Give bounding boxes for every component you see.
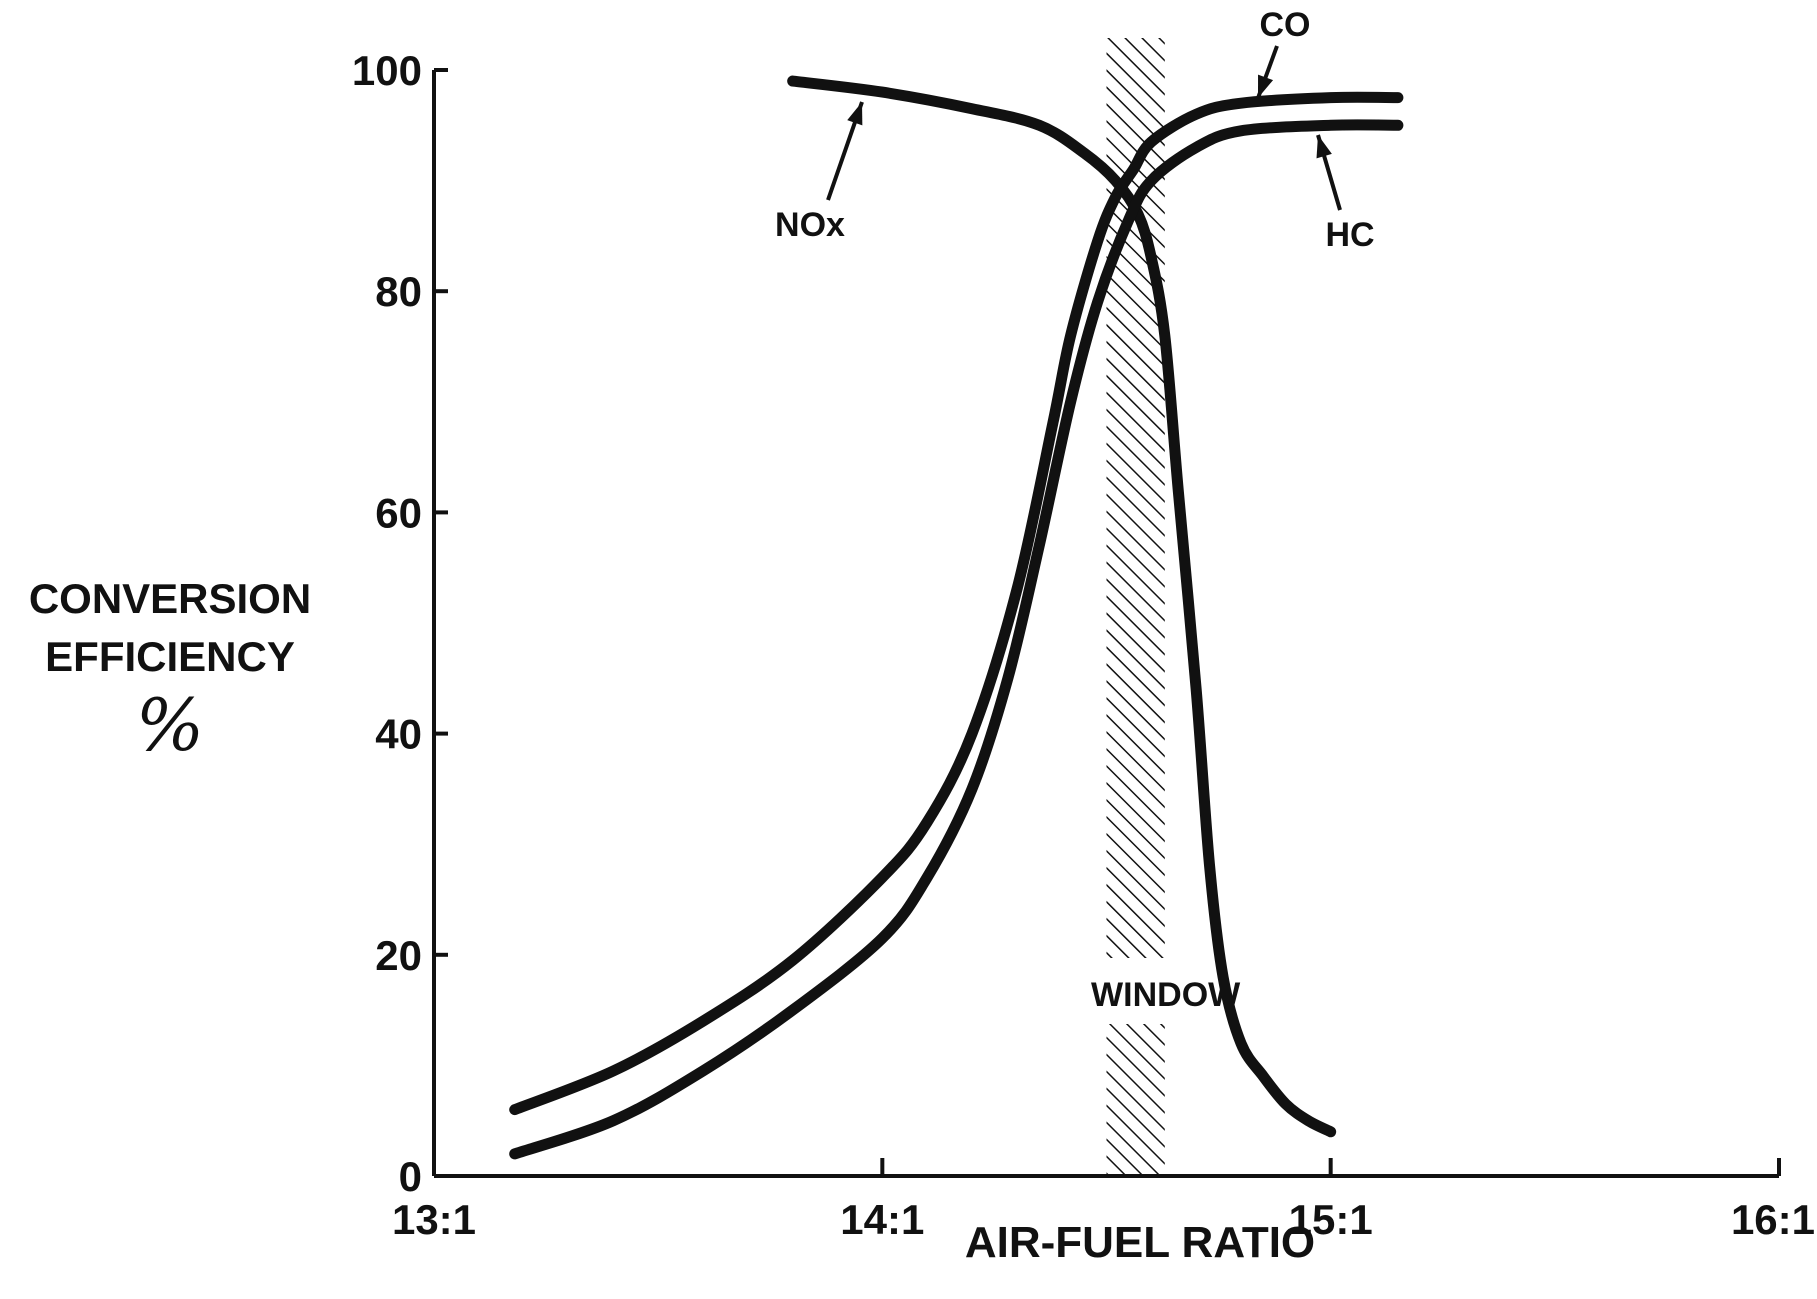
window-label-bg [1098, 958, 1227, 1024]
series-lines [509, 75, 1404, 1160]
tick-marks: 0 20 40 60 80 100 13:1 14:1 15:1 16:1 [352, 47, 1815, 1243]
window-band: WINDOW [1091, 38, 1241, 1176]
callout-label-hc: HC [1325, 216, 1374, 254]
x-tick-label: 15:1 [1289, 1196, 1373, 1243]
x-tick-label: 16:1 [1731, 1196, 1815, 1243]
window-label: WINDOW [1091, 976, 1241, 1014]
series-line-co [509, 91, 1404, 1116]
callout-arrowhead [1316, 135, 1332, 159]
y-axis-label-unit: % [135, 683, 205, 767]
series-line-hc [509, 119, 1404, 1160]
callouts: NOx CO HC [775, 6, 1375, 254]
y-axis-label-line-2: EFFICIENCY [45, 633, 295, 680]
y-tick-label: 20 [375, 932, 422, 979]
series-line-nox [787, 75, 1337, 1138]
x-tick-label: 13:1 [392, 1196, 476, 1243]
x-axis-label: AIR-FUEL RATIO [964, 1218, 1316, 1267]
y-tick-label: 80 [375, 268, 422, 315]
y-axis-label-line-1: CONVERSION [28, 575, 312, 622]
y-tick-label: 40 [375, 711, 422, 758]
y-axis-label: CONVERSION EFFICIENCY % [0, 570, 340, 764]
callout-arrowhead [1258, 74, 1274, 98]
axes [432, 70, 1779, 1178]
callout-label-nox: NOx [775, 206, 845, 244]
callout-label-co: CO [1260, 6, 1311, 44]
y-tick-label: 0 [399, 1153, 422, 1200]
y-tick-label: 100 [352, 47, 422, 94]
callout-arrowhead [847, 102, 863, 126]
x-tick-label: 14:1 [840, 1196, 924, 1243]
y-tick-label: 60 [375, 489, 422, 536]
